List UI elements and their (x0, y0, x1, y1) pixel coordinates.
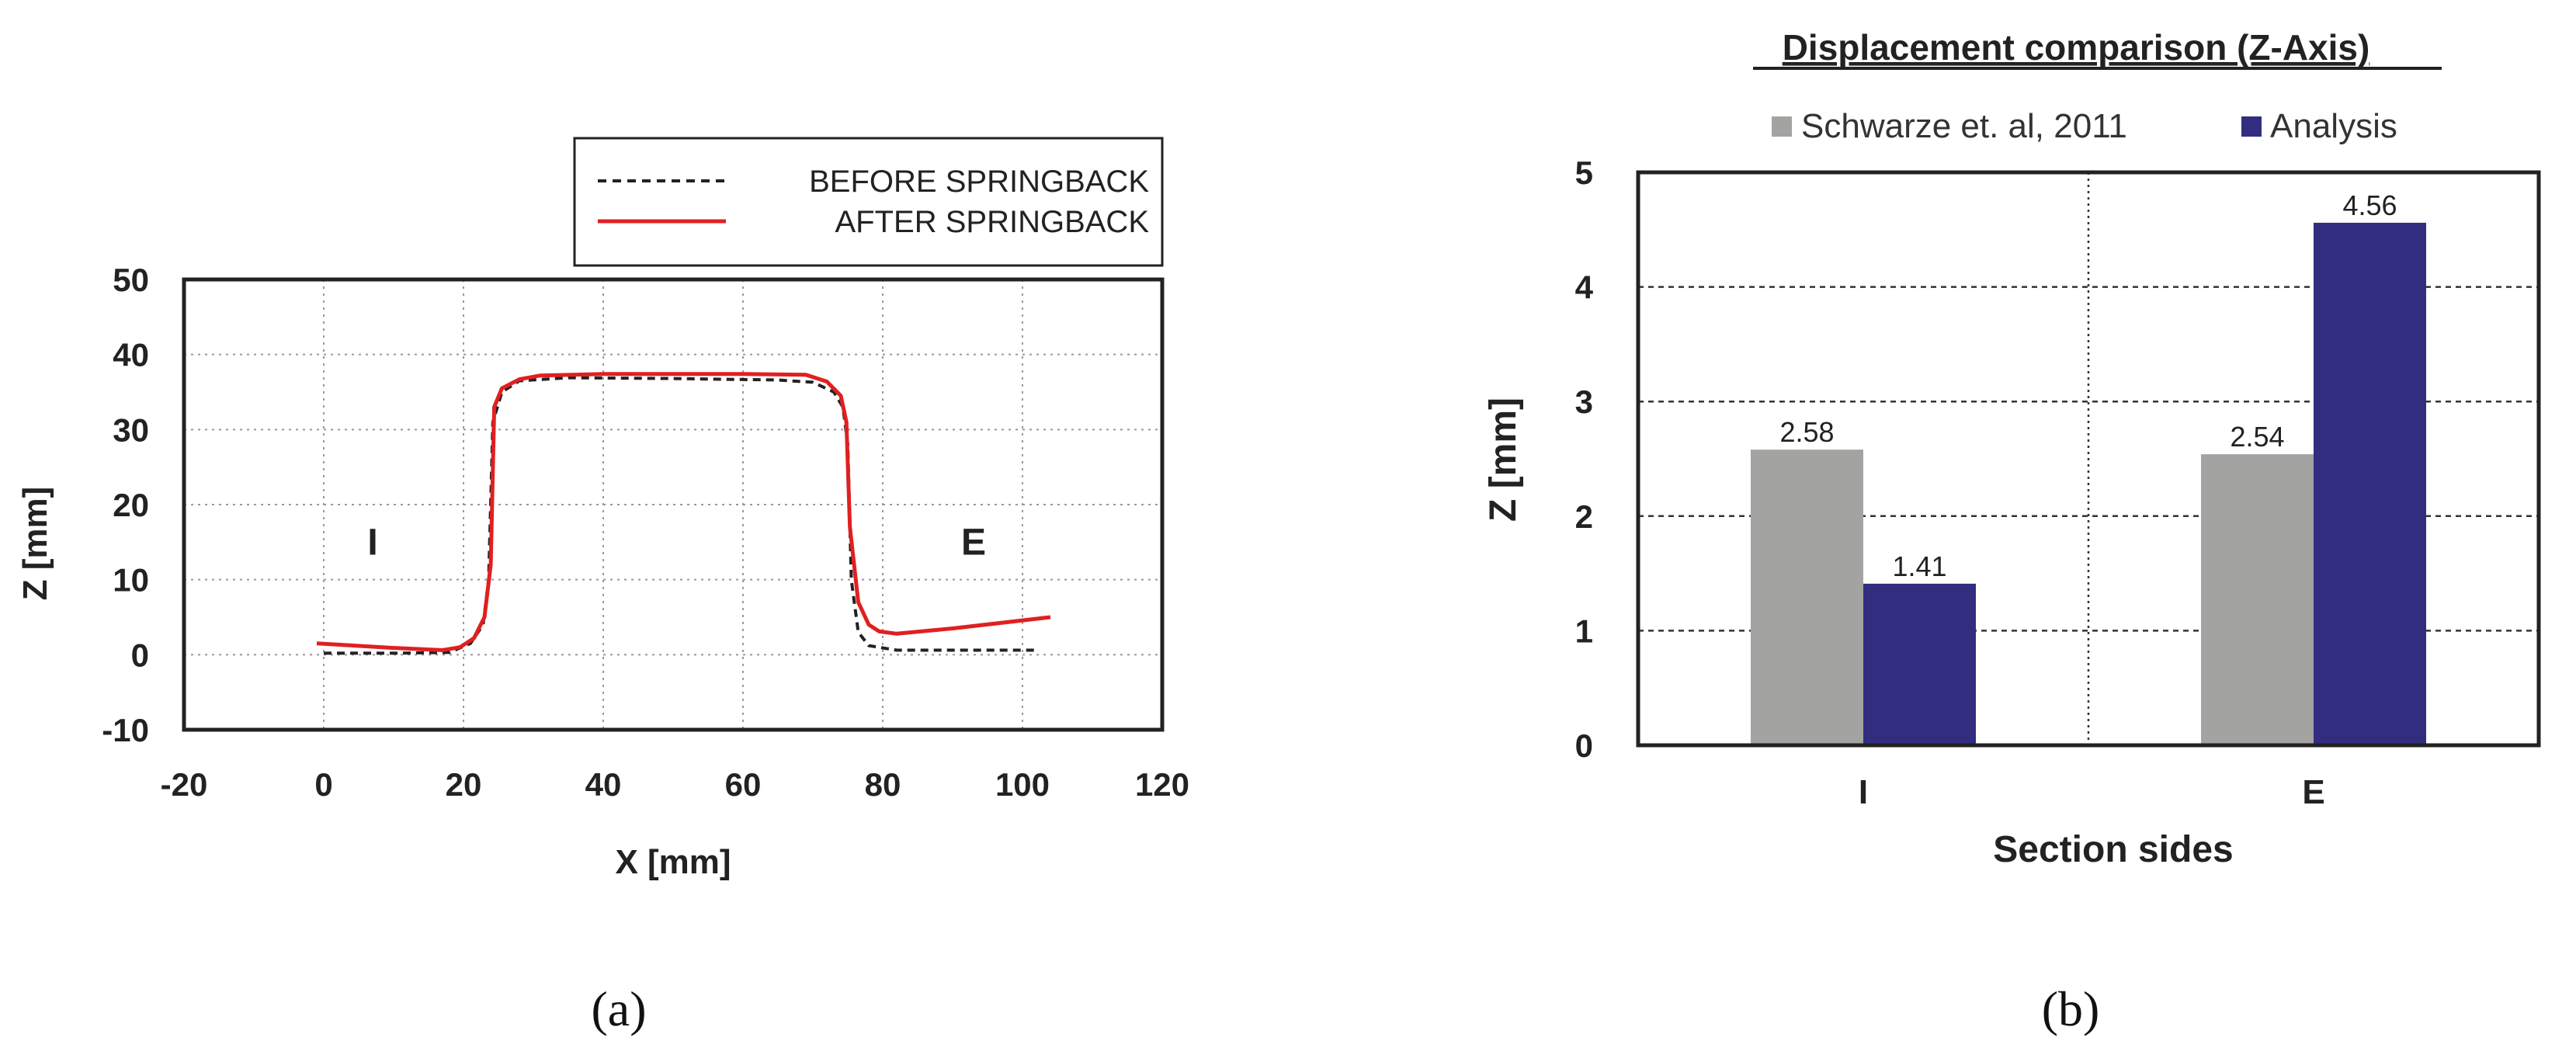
bar-x-axis-label: Section sides (1993, 829, 2233, 870)
y-tick-label: 20 (113, 487, 149, 523)
x-tick-label: 80 (865, 766, 901, 803)
legend-label-after-springback: AFTER SPRINGBACK (835, 205, 1149, 239)
bar-I-analysis (1863, 583, 1976, 745)
legend-box (573, 137, 1164, 267)
bar-I-schwarze-et-al-2011 (1751, 449, 1863, 745)
legend-label-analysis: Analysis (2270, 107, 2397, 145)
bar-chart-title: Displacement comparison (Z-Axis) (1783, 27, 2370, 68)
y-tick-label: 50 (113, 262, 149, 298)
y-tick-labels: -10 0 10 20 30 40 50 (102, 262, 149, 748)
bar-x-tick-label: I (1859, 773, 1868, 811)
x-tick-label: 120 (1135, 766, 1189, 803)
y-tick-label: 10 (113, 562, 149, 599)
x-tick-label: 20 (446, 766, 482, 803)
x-tick-labels: -20 0 20 40 60 80 100 120 (161, 766, 1189, 803)
bar-value-label: 4.56 (2342, 189, 2397, 221)
panel-label-a: (a) (591, 981, 646, 1036)
line-chart-legend: BEFORE SPRINGBACK AFTER SPRINGBACK (573, 137, 1164, 267)
line-chart-series (316, 372, 1051, 655)
panel-label-b: (b) (2042, 981, 2100, 1036)
bar-y-tick-labels: 0 1 2 3 4 5 (1575, 154, 1594, 764)
y-tick-label: 0 (131, 637, 149, 673)
legend-label-before-springback: BEFORE SPRINGBACK (809, 165, 1149, 199)
line-chart-plot-frame (182, 277, 1165, 732)
bar-chart-legend: Schwarze et. al, 2011 Analysis (1772, 107, 2397, 145)
y-axis-label: Z [mm] (16, 487, 54, 601)
y-tick-label: 40 (113, 337, 149, 373)
bar-E-analysis (2314, 222, 2426, 746)
x-axis-label: X [mm] (615, 843, 731, 881)
series-line-before-springback (324, 376, 1036, 655)
x-tick-label: -20 (161, 766, 208, 803)
legend-swatch-schwarze (1772, 116, 1792, 137)
series-line-after-springback (316, 372, 1051, 652)
bar-y-tick-label: 2 (1575, 498, 1593, 535)
bar-value-label: 1.41 (1892, 550, 1946, 582)
bar-value-label: 2.58 (1779, 416, 1834, 448)
bar-E-schwarze-et-al-2011 (2201, 454, 2314, 745)
bar-chart-bars (1751, 222, 2426, 746)
bar-y-tick-label: 1 (1575, 613, 1593, 649)
bar-chart-panel: Displacement comparison (Z-Axis) Schwarz… (1483, 27, 2541, 1036)
x-tick-label: 100 (995, 766, 1050, 803)
bar-y-tick-label: 5 (1575, 154, 1593, 191)
bar-y-tick-label: 0 (1575, 727, 1593, 764)
x-tick-label: 0 (314, 766, 332, 803)
x-tick-label: 40 (585, 766, 622, 803)
bar-value-labels: 2.58 1.41 2.54 4.56 (1779, 189, 2397, 582)
y-tick-label: -10 (102, 712, 149, 748)
bar-value-label: 2.54 (2230, 421, 2284, 453)
y-tick-label: 30 (113, 411, 149, 448)
bar-y-tick-label: 4 (1575, 269, 1594, 306)
legend-swatch-analysis (2241, 116, 2262, 137)
x-tick-label: 60 (725, 766, 762, 803)
bar-y-tick-label: 3 (1575, 384, 1593, 420)
legend-label-schwarze: Schwarze et. al, 2011 (1801, 107, 2127, 145)
region-label: I (367, 522, 377, 563)
bar-chart-plot-frame (1636, 170, 2541, 748)
bar-x-tick-label: E (2302, 773, 2324, 811)
region-label: E (961, 522, 986, 563)
bar-y-axis-label: Z [mm] (1483, 397, 1524, 522)
line-chart-grid (184, 279, 1162, 730)
